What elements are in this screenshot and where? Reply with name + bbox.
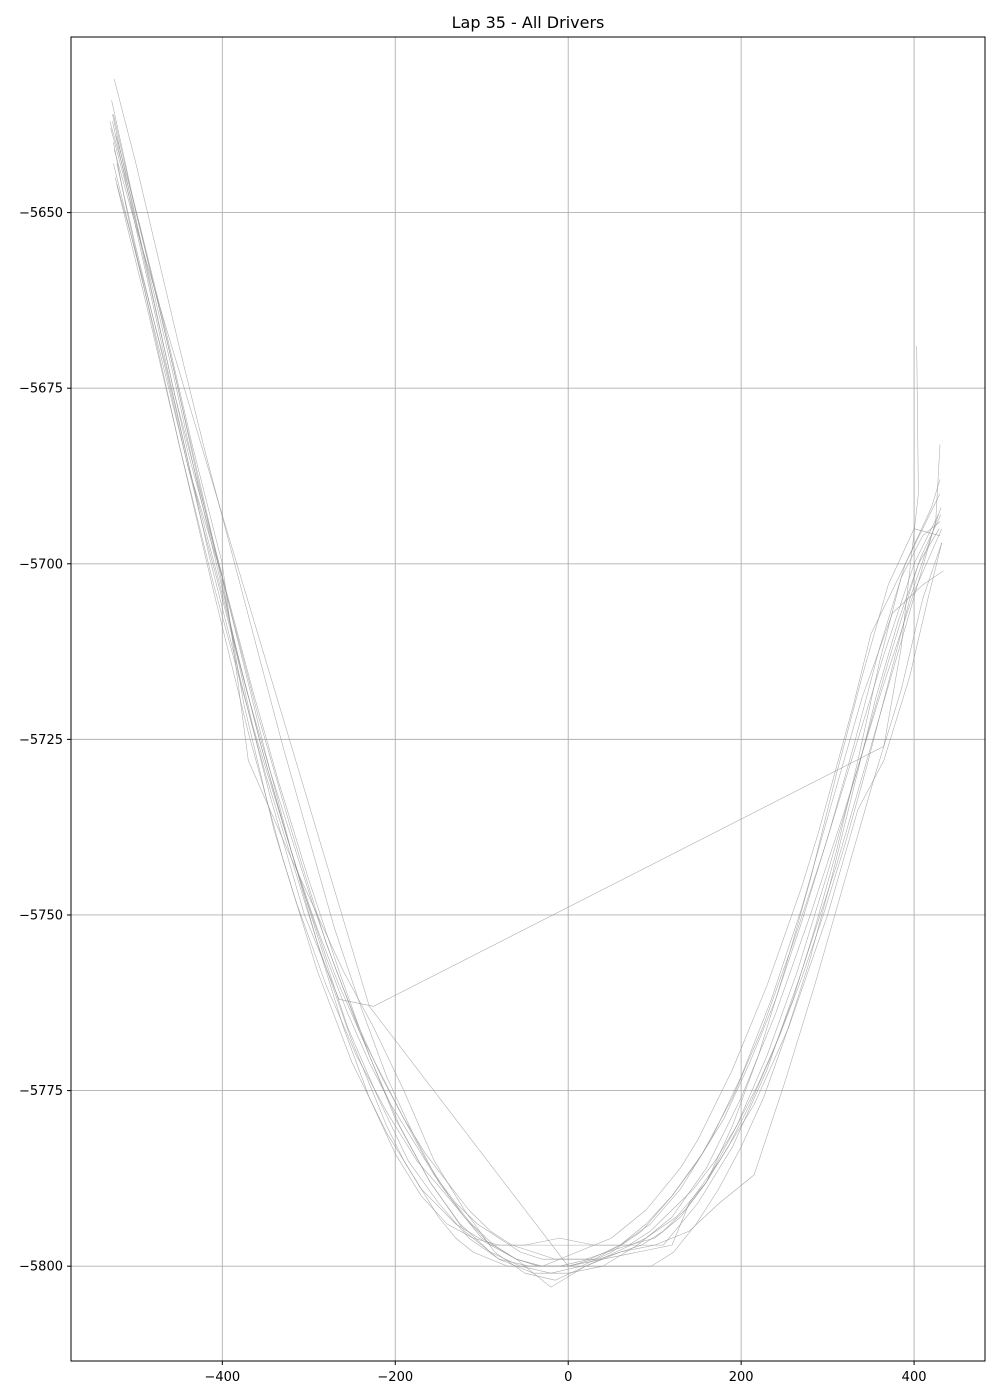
driver-trace-line bbox=[112, 114, 943, 1288]
driver-trace-line bbox=[116, 163, 943, 1274]
driver-trace-line bbox=[113, 142, 941, 1267]
x-tick-label: 200 bbox=[729, 1370, 754, 1385]
y-tick-label: −5775 bbox=[19, 1084, 63, 1099]
series-lines bbox=[109, 79, 944, 1288]
x-tick-label: −200 bbox=[377, 1370, 413, 1385]
driver-trace-line bbox=[113, 79, 941, 1267]
driver-trace-line bbox=[116, 184, 941, 1246]
y-tick-label: −5650 bbox=[19, 206, 63, 221]
x-tick-label: −400 bbox=[204, 1370, 240, 1385]
driver-trace-line bbox=[111, 100, 941, 1260]
plot-frame bbox=[70, 36, 986, 1362]
driver-trace-line bbox=[109, 121, 939, 1274]
driver-trace-line bbox=[113, 163, 942, 1267]
x-tick-label: 0 bbox=[564, 1370, 572, 1385]
y-tick-label: −5700 bbox=[19, 557, 63, 572]
driver-trace-line bbox=[115, 135, 940, 1281]
axes: −400 −200 0 200 400 −5650 −5675 −5700 −5725 −5750… bbox=[19, 36, 986, 1385]
driver-trace-line bbox=[110, 128, 942, 1260]
driver-trace-line bbox=[114, 177, 944, 1267]
driver-trace-line bbox=[112, 121, 919, 1007]
y-tick-label: −5725 bbox=[19, 733, 63, 748]
grid bbox=[71, 37, 985, 1361]
x-tick-label: 400 bbox=[902, 1370, 927, 1385]
y-tick-label: −5750 bbox=[19, 908, 63, 923]
y-tick-label: −5800 bbox=[19, 1260, 63, 1275]
y-tick-label: −5675 bbox=[19, 382, 63, 397]
chart-title: Lap 35 - All Drivers bbox=[452, 13, 605, 32]
driver-trace-line bbox=[113, 149, 943, 1267]
